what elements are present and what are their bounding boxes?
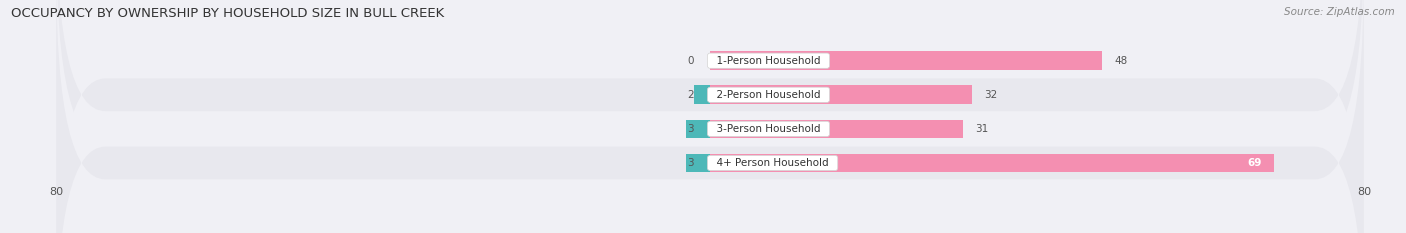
Text: 48: 48 bbox=[1115, 56, 1128, 66]
Text: 31: 31 bbox=[976, 124, 988, 134]
Text: 1-Person Household: 1-Person Household bbox=[710, 56, 827, 66]
Text: 69: 69 bbox=[1247, 158, 1261, 168]
FancyBboxPatch shape bbox=[56, 0, 1364, 233]
Text: 4+ Person Household: 4+ Person Household bbox=[710, 158, 835, 168]
Bar bbox=[693, 86, 710, 104]
FancyBboxPatch shape bbox=[56, 0, 1364, 233]
Bar bbox=[710, 86, 972, 104]
FancyBboxPatch shape bbox=[56, 0, 1364, 233]
Text: 2-Person Household: 2-Person Household bbox=[710, 90, 827, 100]
Text: 3: 3 bbox=[688, 158, 693, 168]
Bar bbox=[710, 51, 1102, 70]
Bar bbox=[686, 154, 710, 172]
Text: Source: ZipAtlas.com: Source: ZipAtlas.com bbox=[1284, 7, 1395, 17]
Text: 32: 32 bbox=[984, 90, 997, 100]
Bar bbox=[710, 154, 1274, 172]
Bar bbox=[686, 120, 710, 138]
Text: 0: 0 bbox=[688, 56, 693, 66]
Text: 3-Person Household: 3-Person Household bbox=[710, 124, 827, 134]
Text: OCCUPANCY BY OWNERSHIP BY HOUSEHOLD SIZE IN BULL CREEK: OCCUPANCY BY OWNERSHIP BY HOUSEHOLD SIZE… bbox=[11, 7, 444, 20]
Bar bbox=[710, 120, 963, 138]
Text: 2: 2 bbox=[688, 90, 693, 100]
FancyBboxPatch shape bbox=[56, 0, 1364, 233]
Text: 3: 3 bbox=[688, 124, 693, 134]
